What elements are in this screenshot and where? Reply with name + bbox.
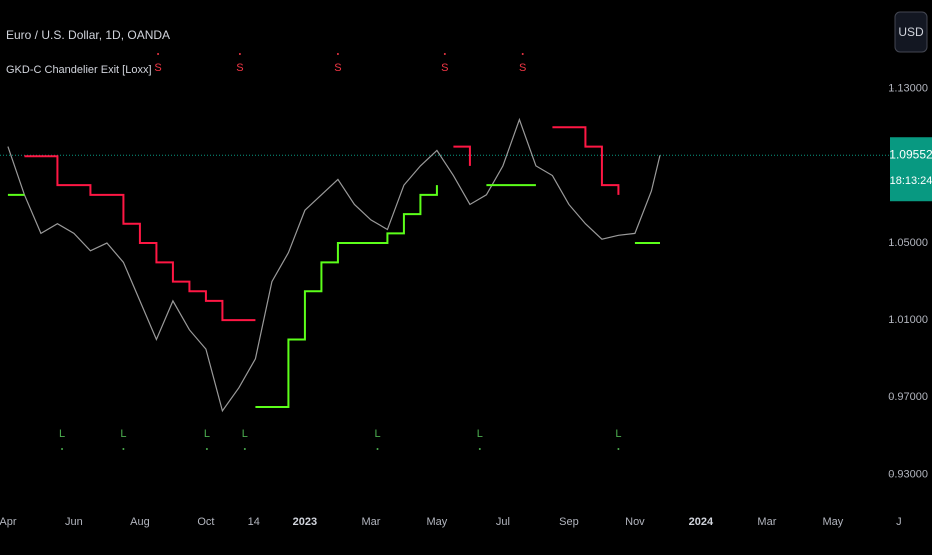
series-line <box>7 184 660 408</box>
price-tag-value: 1.09552 <box>889 147 932 161</box>
long-signal-dot <box>61 448 64 450</box>
x-tick-label: May <box>427 516 448 528</box>
short-signal: S <box>441 62 448 74</box>
short-signal-dot <box>443 53 446 55</box>
x-tick-label: Mar <box>757 516 776 528</box>
long-signal-dot <box>478 448 481 450</box>
series-line <box>7 117 661 413</box>
x-tick-label: J <box>896 516 902 528</box>
y-tick-label: 0.97000 <box>888 391 928 403</box>
x-tick-label: Oct <box>197 516 214 528</box>
indicator-title: GKD-C Chandelier Exit [Loxx] <box>6 64 152 76</box>
x-tick-label: 2023 <box>293 516 317 528</box>
currency-label: USD <box>898 25 924 39</box>
x-tick-label: Nov <box>625 516 645 528</box>
x-tick-label: 14 <box>248 516 260 528</box>
x-tick-label: Apr <box>0 516 17 528</box>
long-signal: L <box>204 428 210 440</box>
long-signal: L <box>59 428 65 440</box>
short-signal: S <box>154 62 161 74</box>
x-tick-label: Sep <box>559 516 579 528</box>
short-signal: S <box>236 62 243 74</box>
long-signal: L <box>374 428 380 440</box>
x-tick-label: Aug <box>130 516 150 528</box>
long-signal: L <box>615 428 621 440</box>
y-tick-label: 1.13000 <box>888 83 928 95</box>
long-signal: L <box>120 428 126 440</box>
x-tick-label: Jun <box>65 516 83 528</box>
long-signal-dot <box>376 448 379 450</box>
short-signal: S <box>334 62 341 74</box>
x-tick-label: May <box>823 516 844 528</box>
long-signal-dot <box>122 448 125 450</box>
short-signal-dot <box>336 53 339 55</box>
short-signal-dot <box>238 53 241 55</box>
long-signal-dot <box>243 448 246 450</box>
price-tag <box>890 137 932 202</box>
long-signal: L <box>477 428 483 440</box>
y-tick-label: 1.05000 <box>888 237 928 249</box>
long-signal: L <box>242 428 248 440</box>
short-signal-dot <box>521 53 524 55</box>
long-signal-dot <box>617 448 620 450</box>
y-tick-label: 1.01000 <box>888 314 928 326</box>
y-tick-label: 0.93000 <box>888 468 928 480</box>
short-signal: S <box>519 62 526 74</box>
series-line <box>24 126 620 322</box>
x-tick-label: 2024 <box>689 516 714 528</box>
long-signal-dot <box>205 448 208 450</box>
short-signal-dot <box>157 53 160 55</box>
symbol-title: Euro / U.S. Dollar, 1D, OANDA <box>6 28 170 42</box>
x-tick-label: Mar <box>361 516 380 528</box>
x-tick-label: Jul <box>496 516 510 528</box>
currency-button[interactable] <box>894 11 928 53</box>
countdown: 18:13:24 <box>890 175 932 187</box>
